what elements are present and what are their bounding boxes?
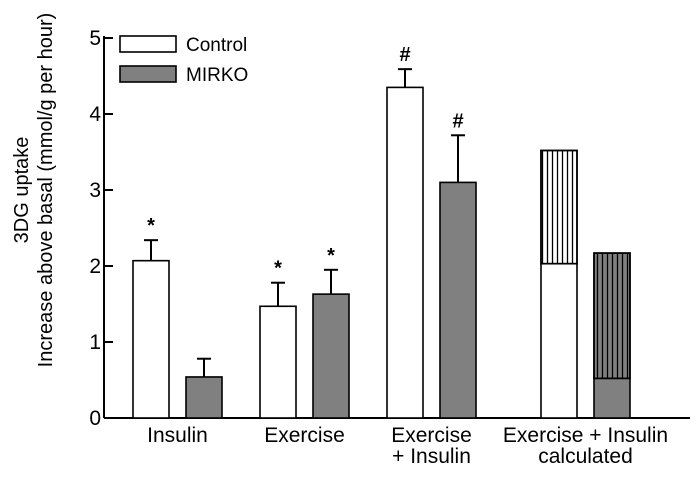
y-ticks: 0 1 2 3 4 5 [89, 27, 113, 430]
significance-marker: # [452, 110, 463, 132]
y-tick-label: 5 [89, 27, 101, 50]
y-tick-label: 0 [89, 407, 101, 430]
bar-mirko [185, 376, 223, 419]
bar-control [540, 262, 578, 419]
y-axis-label-line1: 3DG uptake [11, 137, 33, 244]
significance-marker: * [327, 245, 335, 267]
category-labels: Insulin Exercise Exercise+ InsulinExercise… [147, 424, 668, 468]
bar-hatch-pattern [593, 252, 631, 380]
significance-marker: * [274, 258, 282, 280]
x-category-label-line2: calculated [538, 445, 633, 468]
bar-mirko [439, 181, 477, 419]
x-category-label: Exercise [391, 424, 472, 447]
legend-swatch [119, 65, 177, 83]
x-category-label: Exercise [264, 424, 345, 447]
bar-control [259, 305, 297, 419]
x-category-label: Insulin [147, 424, 208, 447]
y-tick-label: 1 [89, 331, 101, 354]
x-category-label-line2: + Insulin [392, 445, 471, 468]
bar-mirko [312, 293, 350, 419]
significance-marker: * [147, 215, 155, 237]
significance-marker: # [399, 44, 410, 66]
legend-label: MIRKO [186, 65, 248, 86]
bar-hatch-pattern [540, 149, 578, 265]
x-category-label: Exercise + Insulin [503, 424, 668, 447]
bar-control [132, 259, 170, 419]
bar-control [386, 86, 424, 419]
bars: * * # * # [132, 44, 631, 419]
y-tick-label: 4 [89, 103, 101, 126]
legend: Control MIRKO [119, 35, 248, 86]
bar-mirko [593, 377, 631, 419]
legend-swatch [119, 35, 177, 53]
y-axis-label-line2: Increase above basal (mmol/g per hour) [35, 13, 57, 368]
y-axis-title: 3DG uptake Increase above basal (mmol/g … [11, 13, 57, 368]
y-tick-label: 3 [89, 179, 101, 202]
legend-label: Control [186, 35, 247, 56]
y-tick-label: 2 [89, 255, 101, 278]
